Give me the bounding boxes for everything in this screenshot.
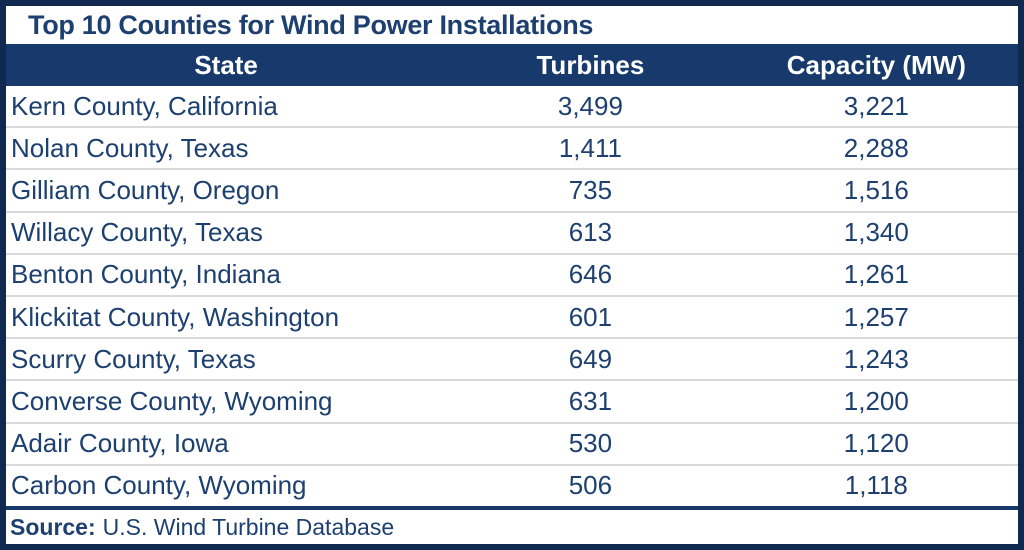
cell-capacity: 2,288 (843, 132, 909, 163)
page-title: Top 10 Counties for Wind Power Installat… (6, 6, 1018, 44)
cell-capacity: 1,200 (843, 386, 909, 417)
table-row: Gilliam County, Oregon 735 1,516 (6, 168, 1018, 211)
table-row: Scurry County, Texas 649 1,243 (6, 337, 1018, 380)
source-note: Source: U.S. Wind Turbine Database (6, 510, 1018, 544)
cell-state: Klickitat County, Washington (11, 301, 340, 332)
cell-state: Kern County, California (11, 90, 278, 121)
cell-state: Nolan County, Texas (11, 132, 249, 163)
column-header-capacity: Capacity (MW) (786, 49, 966, 80)
cell-state: Willacy County, Texas (11, 217, 263, 248)
cell-turbines: 3,499 (557, 90, 623, 121)
column-header-state: State (194, 49, 258, 80)
table-row: Klickitat County, Washington 601 1,257 (6, 295, 1018, 338)
table-row: Kern County, California 3,499 3,221 (6, 86, 1018, 127)
cell-capacity: 1,257 (843, 301, 909, 332)
cell-capacity: 1,118 (844, 470, 908, 501)
cell-capacity: 1,120 (843, 428, 909, 459)
cell-state: Adair County, Iowa (11, 428, 229, 459)
cell-capacity: 1,516 (843, 175, 909, 205)
cell-turbines: 649 (568, 343, 613, 374)
cell-turbines: 530 (568, 428, 613, 459)
table-row: Converse County, Wyoming 631 1,200 (6, 379, 1018, 422)
cell-capacity: 1,340 (843, 217, 909, 248)
cell-turbines: 735 (568, 175, 613, 205)
table-row: Nolan County, Texas 1,411 2,288 (6, 126, 1018, 169)
cell-turbines: 613 (568, 217, 613, 248)
cell-state: Scurry County, Texas (11, 343, 256, 374)
cell-turbines: 506 (568, 470, 613, 501)
cell-turbines: 1,411 (558, 132, 622, 163)
table-row: Adair County, Iowa 530 1,120 (6, 421, 1018, 464)
table-header: State Turbines Capacity (MW) (6, 44, 1018, 86)
footer-divider (6, 506, 1018, 510)
cell-state: Benton County, Indiana (11, 259, 281, 290)
cell-turbines: 631 (568, 386, 613, 417)
cell-state: Gilliam County, Oregon (11, 175, 280, 205)
table-row: Carbon County, Wyoming 506 1,118 (6, 463, 1018, 507)
cell-state: Converse County, Wyoming (11, 386, 333, 417)
cell-capacity: 1,261 (843, 259, 909, 290)
table-row: Willacy County, Texas 613 1,340 (6, 210, 1018, 253)
cell-turbines: 646 (568, 259, 613, 290)
cell-capacity: 3,221 (843, 90, 909, 121)
cell-turbines: 601 (568, 301, 613, 332)
cell-capacity: 1,243 (843, 343, 909, 374)
source-text: U.S. Wind Turbine Database (102, 513, 395, 540)
table-body: Kern County, California 3,499 3,221 Nola… (6, 86, 1018, 507)
column-header-turbines: Turbines (536, 49, 645, 80)
cell-state: Carbon County, Wyoming (11, 470, 307, 501)
source-label: Source: (10, 513, 96, 540)
table-row: Benton County, Indiana 646 1,261 (6, 252, 1018, 296)
